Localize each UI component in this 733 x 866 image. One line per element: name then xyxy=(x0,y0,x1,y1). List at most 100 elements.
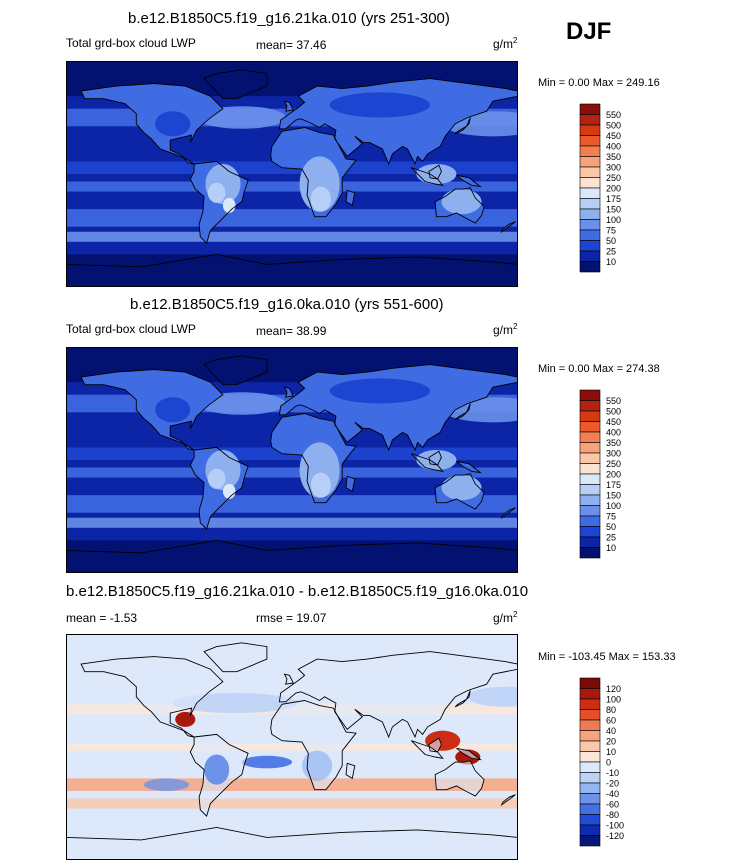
colorbar-label: 150 xyxy=(606,205,621,215)
colorbar-box xyxy=(579,103,601,115)
colorbar-label: 175 xyxy=(606,480,621,490)
colorbar-label: 75 xyxy=(606,226,616,236)
colorbar-label: 350 xyxy=(606,438,621,448)
colorbar-box xyxy=(579,740,601,752)
panel-2-title: b.e12.B1850C5.f19_g16.0ka.010 (yrs 551-6… xyxy=(130,296,444,313)
panel-3-rmse-value: 19.07 xyxy=(296,611,327,625)
colorbar-box xyxy=(579,219,601,231)
colorbar-label: 300 xyxy=(606,449,621,459)
colorbar-label: 400 xyxy=(606,428,621,438)
colorbar-box xyxy=(579,688,601,700)
colorbar-label: 20 xyxy=(606,737,616,747)
colorbar-box xyxy=(579,782,601,794)
panel-3-mean-value: -1.53 xyxy=(109,611,138,625)
colorbar-label: 25 xyxy=(606,533,616,543)
colorbar-label: 10 xyxy=(606,257,616,267)
colorbar-label: 450 xyxy=(606,131,621,141)
colorbar-box xyxy=(579,166,601,178)
panel-1-minmax: Min = 0.00 Max = 249.16 xyxy=(538,77,660,89)
colorbar-label: 250 xyxy=(606,173,621,183)
colorbar-label: 100 xyxy=(606,501,621,511)
panel-3-title: b.e12.B1850C5.f19_g16.21ka.010 - b.e12.B… xyxy=(66,583,529,600)
colorbar-label: 200 xyxy=(606,184,621,194)
panel-1-mean-label: mean= xyxy=(256,38,294,52)
colorbar-label: 300 xyxy=(606,163,621,173)
colorbar-label: 50 xyxy=(606,522,616,532)
colorbar-box xyxy=(579,803,601,815)
colorbar-box xyxy=(579,208,601,220)
colorbar-label: 0 xyxy=(606,758,611,768)
panel-3-units: g/m2 xyxy=(493,610,517,625)
panel-1-units-base: g/m xyxy=(493,37,514,51)
panel-2-mean: mean= 38.99 xyxy=(256,324,326,338)
panel-2-units: g/m2 xyxy=(493,322,517,337)
colorbar-box xyxy=(579,177,601,189)
panel-3-units-base: g/m xyxy=(493,611,514,625)
colorbar-label: -60 xyxy=(606,800,619,810)
panel-2-mean-value: 38.99 xyxy=(296,324,327,338)
colorbar-box xyxy=(579,452,601,464)
panel-3-rmse: rmse = 19.07 xyxy=(256,611,326,625)
colorbar-label: 120 xyxy=(606,684,621,694)
panel-2-minmax: Min = 0.00 Max = 274.38 xyxy=(538,363,660,375)
colorbar-box xyxy=(579,250,601,262)
colorbar-box xyxy=(579,431,601,443)
colorbar-box xyxy=(579,515,601,527)
colorbar-label: 500 xyxy=(606,407,621,417)
colorbar-label: 100 xyxy=(606,215,621,225)
colorbar-label: 500 xyxy=(606,121,621,131)
colorbar-box xyxy=(579,114,601,126)
colorbar-label: 10 xyxy=(606,747,616,757)
colorbar-label: -10 xyxy=(606,768,619,778)
colorbar-label: 40 xyxy=(606,726,616,736)
colorbar-box xyxy=(579,698,601,710)
colorbar-box xyxy=(579,709,601,721)
panel-3-rmse-label: rmse = xyxy=(256,611,294,625)
colorbar-box xyxy=(579,240,601,252)
panel-2-map xyxy=(66,347,518,573)
colorbar-box xyxy=(579,261,601,273)
colorbar-box xyxy=(579,421,601,433)
panel-2-mean-label: mean= xyxy=(256,324,294,338)
colorbar-box xyxy=(579,410,601,422)
panel-1-units-exp: 2 xyxy=(513,36,518,45)
colorbar-label: 60 xyxy=(606,716,616,726)
colorbar-box xyxy=(579,824,601,836)
colorbar-box xyxy=(579,484,601,496)
colorbar-box xyxy=(579,198,601,210)
colorbar-label: -40 xyxy=(606,789,619,799)
colorbar-label: 25 xyxy=(606,247,616,257)
colorbar-label: 175 xyxy=(606,194,621,204)
colorbar-box xyxy=(579,494,601,506)
colorbar-label: 75 xyxy=(606,512,616,522)
colorbar-label: -100 xyxy=(606,821,624,831)
colorbar-box xyxy=(579,124,601,136)
panel-3-mean: mean = -1.53 xyxy=(66,611,137,625)
colorbar-box xyxy=(579,547,601,559)
season-label: DJF xyxy=(566,18,612,45)
colorbar-box xyxy=(579,156,601,168)
colorbar-box xyxy=(579,814,601,826)
colorbar-box xyxy=(579,793,601,805)
colorbar-label: 80 xyxy=(606,705,616,715)
panel-1-mean-value: 37.46 xyxy=(296,38,327,52)
colorbar-label: 100 xyxy=(606,695,621,705)
colorbar-label: 400 xyxy=(606,142,621,152)
panel-1-title: b.e12.B1850C5.f19_g16.21ka.010 (yrs 251-… xyxy=(128,10,450,27)
colorbar-box xyxy=(579,442,601,454)
colorbar-box xyxy=(579,677,601,689)
panel-1-mean: mean= 37.46 xyxy=(256,38,326,52)
colorbar-box xyxy=(579,400,601,412)
panel-3-units-exp: 2 xyxy=(513,610,518,619)
colorbar-box xyxy=(579,536,601,548)
panel-2-units-base: g/m xyxy=(493,323,514,337)
panel-2-units-exp: 2 xyxy=(513,322,518,331)
panel-1-map xyxy=(66,61,518,287)
colorbar-box xyxy=(579,473,601,485)
colorbar-label: -20 xyxy=(606,779,619,789)
colorbar-box xyxy=(579,761,601,773)
colorbar-label: 10 xyxy=(606,543,616,553)
colorbar-box xyxy=(579,135,601,147)
colorbar-label: 550 xyxy=(606,396,621,406)
panel-1-units: g/m2 xyxy=(493,36,517,51)
